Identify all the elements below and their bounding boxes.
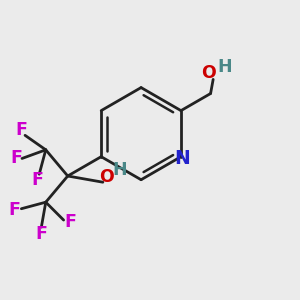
Text: H: H	[217, 58, 232, 76]
Text: N: N	[175, 149, 190, 168]
Text: F: F	[31, 171, 43, 189]
Text: F: F	[9, 201, 21, 219]
Text: O: O	[99, 168, 114, 186]
Text: H: H	[112, 161, 127, 179]
Text: F: F	[16, 121, 27, 139]
Text: F: F	[35, 225, 47, 243]
Text: O: O	[201, 64, 216, 82]
Text: F: F	[64, 213, 76, 231]
Text: F: F	[10, 149, 22, 167]
